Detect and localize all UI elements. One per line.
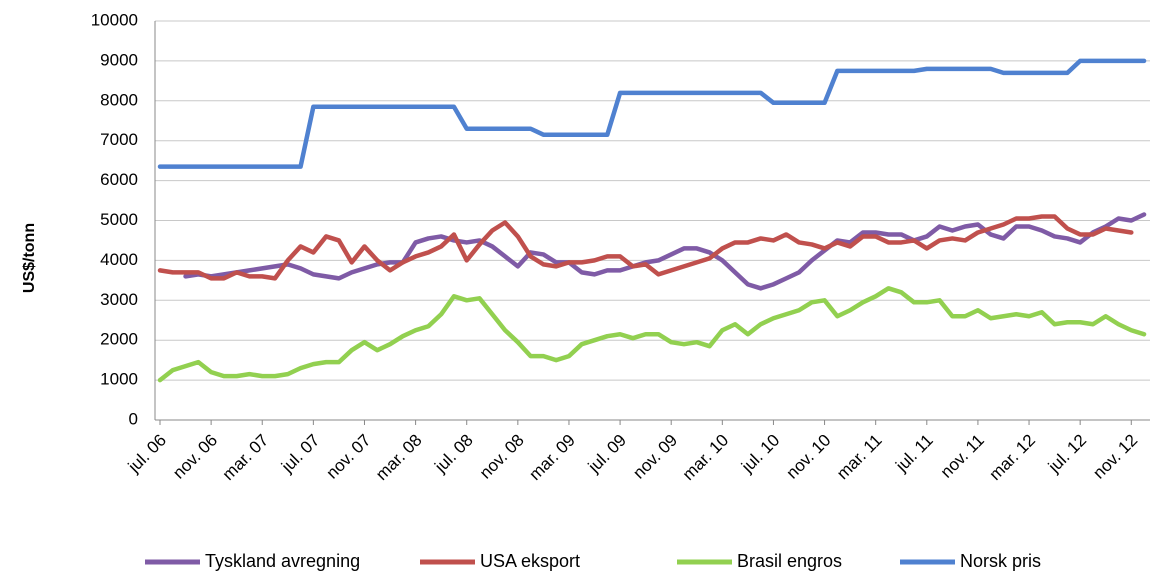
x-tick-label: jul. 08	[430, 431, 476, 477]
x-tick-label: nov. 07	[322, 431, 374, 483]
x-tick-label: mar. 09	[525, 431, 579, 485]
x-tick-label: nov. 06	[169, 431, 221, 483]
x-tick-label: nov. 11	[937, 431, 988, 482]
x-tick-label: mar. 11	[833, 431, 886, 484]
legend: Tyskland avregning USA eksport Brasil engr…	[145, 551, 1041, 571]
y-axis-label: US$/tonn	[21, 223, 38, 293]
x-tick-label: jul. 12	[1044, 431, 1090, 477]
y-tick-label: 7000	[100, 130, 138, 149]
y-tick-label: 4000	[100, 250, 138, 269]
y-tick-label: 5000	[100, 210, 138, 229]
x-tick-label: jul. 09	[584, 431, 630, 477]
y-tick-label: 9000	[100, 50, 138, 69]
y-tick-label: 2000	[100, 330, 138, 349]
x-tick-label: jul. 11	[891, 431, 936, 476]
y-tick-label: 1000	[100, 370, 138, 389]
x-tick-label: nov. 12	[1089, 431, 1141, 483]
series-line	[157, 286, 1147, 383]
series-line	[157, 58, 1147, 169]
y-tick-label: 6000	[100, 170, 138, 189]
y-tick-label: 0	[129, 409, 138, 428]
x-tick-label: mar. 10	[679, 431, 733, 485]
y-tick-label: 10000	[91, 10, 138, 29]
x-tick-label: nov. 10	[783, 431, 835, 483]
x-tick-label: jul. 10	[737, 431, 783, 477]
x-tick-label: mar. 08	[372, 431, 426, 485]
x-tick-label: jul. 06	[124, 431, 170, 477]
y-tick-label: 3000	[100, 290, 138, 309]
x-tick-label: mar. 12	[986, 431, 1040, 485]
x-tick-label: nov. 09	[629, 431, 681, 483]
series-line	[157, 214, 1134, 281]
x-tick-label: nov. 08	[476, 431, 528, 483]
legend-label: Brasil engros	[737, 551, 842, 571]
legend-label: Norsk pris	[960, 551, 1041, 571]
x-tick-label: jul. 07	[277, 431, 323, 477]
legend-label: Tyskland avregning	[205, 551, 360, 571]
y-tick-label: 8000	[100, 90, 138, 109]
legend-label: USA eksport	[480, 551, 580, 571]
x-tick-label: mar. 07	[219, 431, 273, 485]
